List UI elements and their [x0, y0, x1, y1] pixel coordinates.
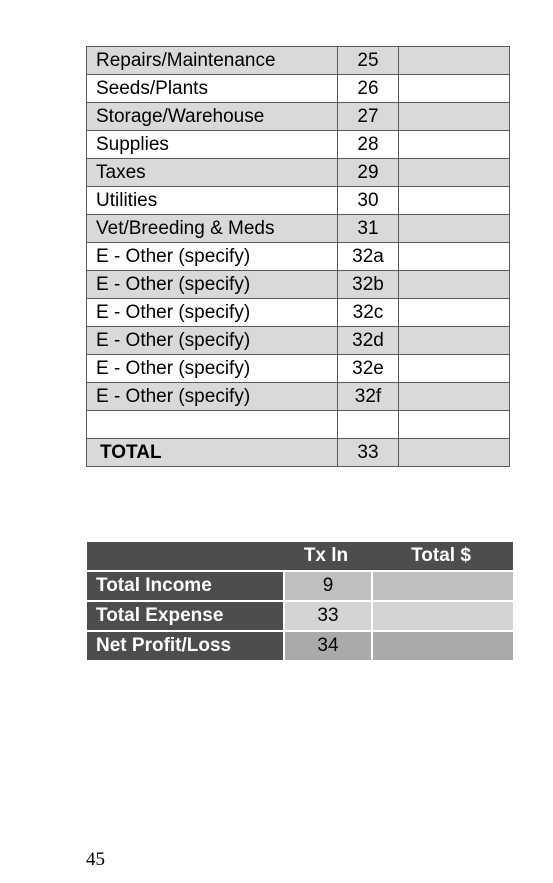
- expense-table: Repairs/Maintenance 25 Seeds/Plants 26 S…: [86, 46, 510, 467]
- amount-cell[interactable]: [398, 354, 510, 383]
- table-row: E - Other (specify) 32f: [86, 382, 510, 411]
- amount-cell[interactable]: [398, 46, 510, 75]
- amount-cell[interactable]: [398, 382, 510, 411]
- amount-cell[interactable]: [398, 242, 510, 271]
- tax-line-number: 32f: [337, 382, 399, 411]
- header-tax-line: Tx ln: [303, 545, 349, 566]
- tax-line-number: 26: [337, 74, 399, 103]
- amount-cell[interactable]: [398, 270, 510, 299]
- tax-line-number: 9: [285, 572, 371, 600]
- tax-line-number: 27: [337, 102, 399, 131]
- table-row: Supplies 28: [86, 130, 510, 159]
- tax-line-number: [337, 410, 399, 439]
- table-row: E - Other (specify) 32c: [86, 298, 510, 327]
- expense-label: E - Other (specify): [86, 382, 338, 411]
- expense-label: E - Other (specify): [86, 270, 338, 299]
- tax-line-number: 32b: [337, 270, 399, 299]
- summary-row-net: Net Profit/Loss 34: [87, 632, 513, 660]
- tax-line-number: 31: [337, 214, 399, 243]
- tax-line-number: 33: [285, 602, 371, 630]
- amount-cell[interactable]: [398, 326, 510, 355]
- expense-label: Vet/Breeding & Meds: [86, 214, 338, 243]
- expense-label: E - Other (specify): [86, 354, 338, 383]
- expense-label: Seeds/Plants: [86, 74, 338, 103]
- table-row-blank: [86, 410, 510, 439]
- table-row: E - Other (specify) 32d: [86, 326, 510, 355]
- amount-cell[interactable]: [373, 602, 513, 630]
- expense-label: [86, 410, 338, 439]
- expense-label: Supplies: [86, 130, 338, 159]
- tax-line-number: 34: [285, 632, 371, 660]
- tax-line-number: 33: [337, 438, 399, 467]
- amount-cell[interactable]: [398, 102, 510, 131]
- amount-cell[interactable]: [398, 130, 510, 159]
- table-row: E - Other (specify) 32e: [86, 354, 510, 383]
- header-total: Total $: [411, 545, 471, 566]
- table-row: Repairs/Maintenance 25: [86, 46, 510, 75]
- tax-line-number: 32e: [337, 354, 399, 383]
- summary-label: Net Profit/Loss: [87, 632, 283, 660]
- tax-line-number: 32a: [337, 242, 399, 271]
- expense-label: Storage/Warehouse: [86, 102, 338, 131]
- amount-cell[interactable]: [398, 74, 510, 103]
- table-row: Vet/Breeding & Meds 31: [86, 214, 510, 243]
- amount-cell[interactable]: [373, 572, 513, 600]
- summary-row-expense: Total Expense 33: [87, 602, 513, 630]
- amount-cell[interactable]: [398, 410, 510, 439]
- total-label: TOTAL: [86, 438, 338, 467]
- table-row: Utilities 30: [86, 186, 510, 215]
- expense-label: Taxes: [86, 158, 338, 187]
- expense-label: E - Other (specify): [86, 242, 338, 271]
- expense-label: E - Other (specify): [86, 298, 338, 327]
- table-row: Taxes 29: [86, 158, 510, 187]
- summary-header: Tx ln Total $: [87, 542, 513, 570]
- tax-line-number: 30: [337, 186, 399, 215]
- tax-line-number: 25: [337, 46, 399, 75]
- summary-row-income: Total Income 9: [87, 572, 513, 600]
- tax-line-number: 28: [337, 130, 399, 159]
- amount-cell[interactable]: [398, 298, 510, 327]
- summary-label: Total Income: [87, 572, 283, 600]
- amount-cell[interactable]: [373, 632, 513, 660]
- tax-line-number: 32d: [337, 326, 399, 355]
- summary-table: Tx ln Total $ Total Income 9 Total Expen…: [87, 542, 513, 660]
- tax-line-number: 32c: [337, 298, 399, 327]
- tax-line-number: 29: [337, 158, 399, 187]
- table-row: E - Other (specify) 32a: [86, 242, 510, 271]
- page-number: 45: [86, 849, 105, 870]
- table-row: Storage/Warehouse 27: [86, 102, 510, 131]
- total-row: TOTAL 33: [86, 438, 510, 467]
- header-label: [87, 542, 283, 570]
- expense-label: E - Other (specify): [86, 326, 338, 355]
- table-row: E - Other (specify) 32b: [86, 270, 510, 299]
- table-row: Seeds/Plants 26: [86, 74, 510, 103]
- amount-cell[interactable]: [398, 186, 510, 215]
- amount-cell[interactable]: [398, 158, 510, 187]
- amount-cell[interactable]: [398, 214, 510, 243]
- expense-label: Utilities: [86, 186, 338, 215]
- expense-label: Repairs/Maintenance: [86, 46, 338, 75]
- total-amount-cell[interactable]: [398, 438, 510, 467]
- summary-label: Total Expense: [87, 602, 283, 630]
